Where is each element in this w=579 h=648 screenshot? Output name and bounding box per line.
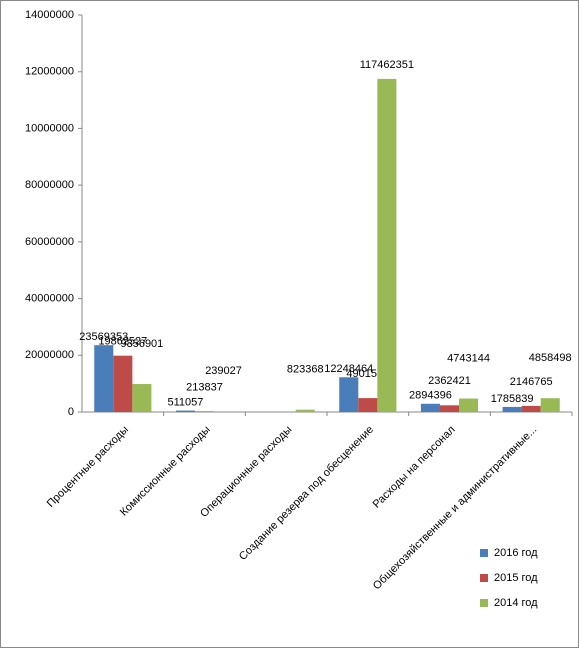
y-tick-label: 80000000 bbox=[25, 179, 74, 191]
data-label: 1785839 bbox=[491, 393, 534, 405]
data-label: 19862527 bbox=[98, 336, 147, 348]
data-label: 511057 bbox=[167, 396, 203, 408]
bar bbox=[214, 411, 234, 412]
y-tick-label: 14000000 bbox=[25, 9, 74, 21]
legend-swatch bbox=[480, 549, 488, 557]
legend-swatch bbox=[480, 574, 488, 582]
bar bbox=[113, 355, 133, 412]
data-label: 213837 bbox=[186, 381, 223, 393]
legend-label: 2014 год bbox=[494, 597, 538, 609]
data-label: 9856901 bbox=[120, 338, 163, 350]
y-tick-label: 12000000 bbox=[25, 66, 74, 78]
legend-label: 2016 год bbox=[494, 547, 538, 559]
data-label: 4743144 bbox=[447, 352, 490, 364]
bar bbox=[94, 345, 114, 412]
bar bbox=[439, 405, 460, 412]
bar bbox=[194, 411, 215, 412]
bar bbox=[175, 410, 195, 412]
bar bbox=[339, 377, 359, 412]
data-label: 12248464 bbox=[324, 363, 373, 375]
data-label: 4858498 bbox=[529, 352, 572, 364]
data-label: 823368 bbox=[287, 364, 324, 376]
legend-swatch bbox=[480, 599, 488, 607]
y-tick-label: 0 bbox=[68, 406, 74, 418]
bar bbox=[377, 78, 397, 412]
bar bbox=[295, 409, 315, 412]
bar bbox=[540, 398, 560, 412]
data-label: 239027 bbox=[205, 365, 242, 377]
y-tick-label: 60000000 bbox=[25, 236, 74, 248]
y-tick-label: 10000000 bbox=[25, 122, 74, 134]
data-label: 117462351 bbox=[360, 59, 414, 71]
y-tick-label: 20000000 bbox=[25, 349, 74, 361]
bar bbox=[502, 406, 522, 412]
bar bbox=[358, 398, 378, 412]
bar bbox=[459, 398, 479, 412]
data-label: 2146765 bbox=[510, 376, 553, 388]
data-label: 23569353 bbox=[79, 331, 128, 343]
bar bbox=[420, 403, 440, 412]
data-label: 2894396 bbox=[409, 390, 452, 402]
data-label: 2362421 bbox=[428, 375, 471, 387]
y-tick-label: 40000000 bbox=[25, 292, 74, 304]
legend-label: 2015 год bbox=[494, 572, 538, 584]
bar bbox=[132, 384, 152, 412]
bar bbox=[521, 405, 541, 412]
